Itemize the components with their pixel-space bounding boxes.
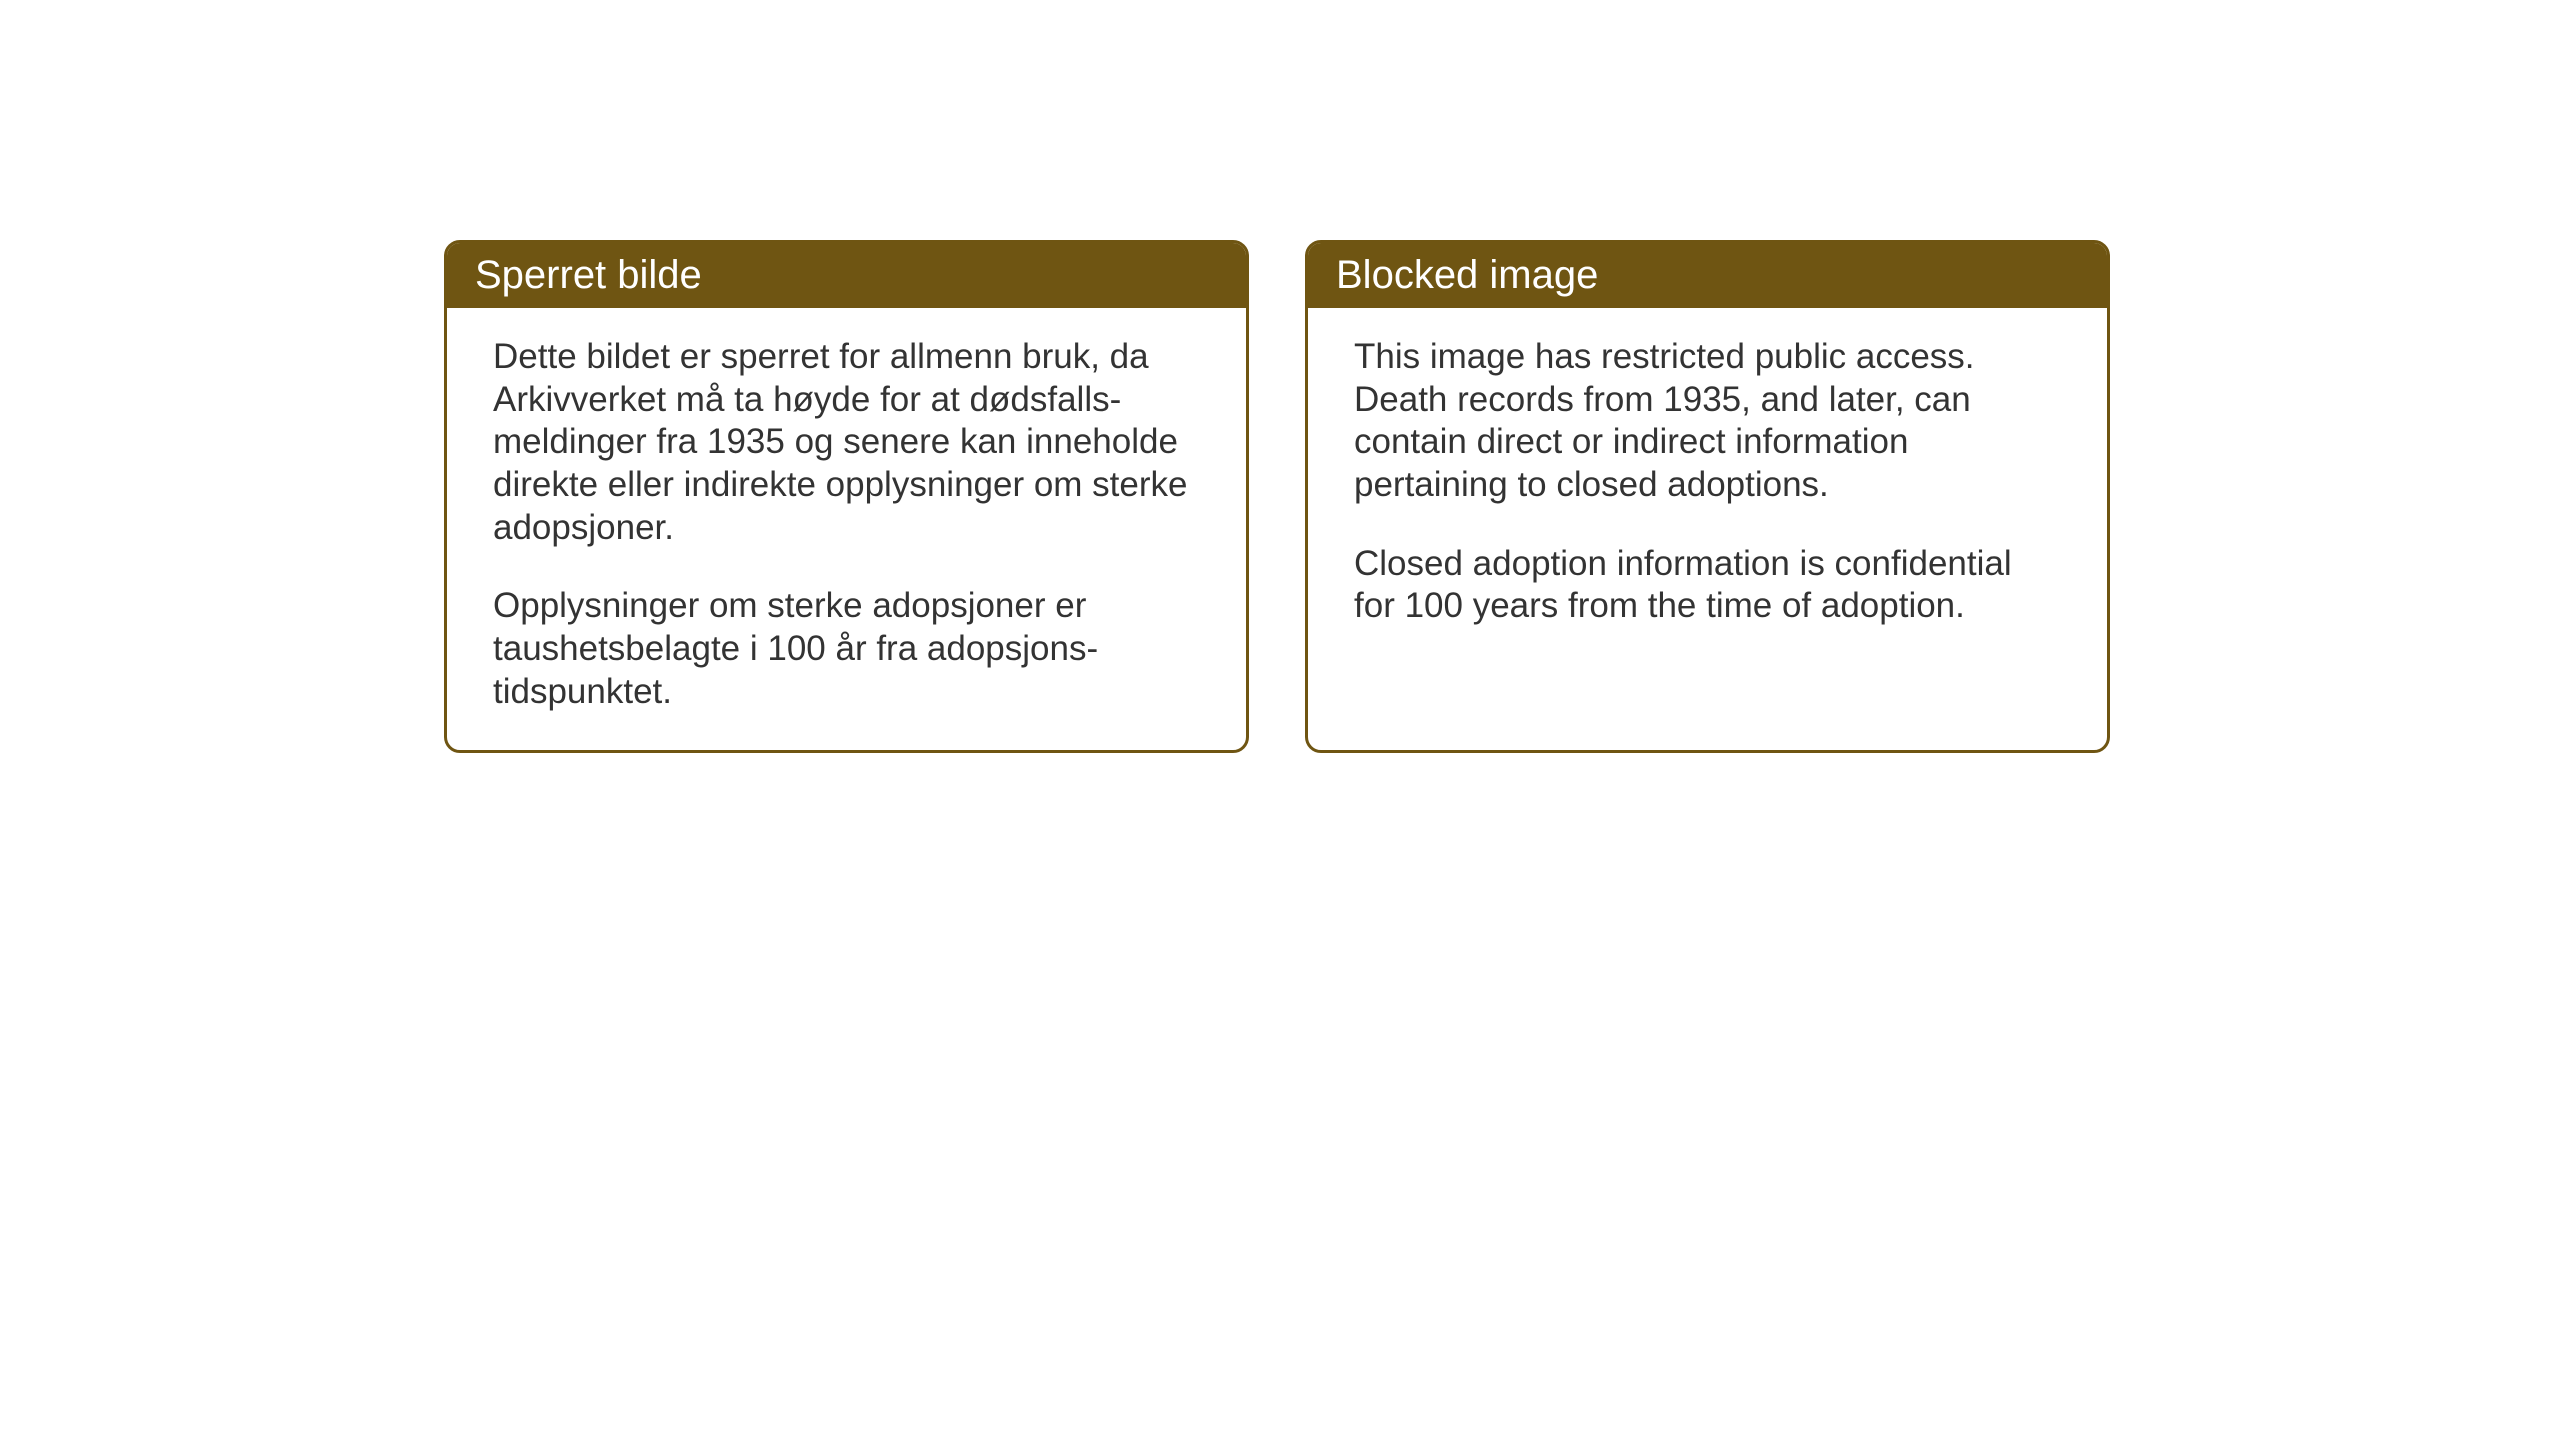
english-paragraph-1: This image has restricted public access.… [1354,336,2061,507]
english-card-body: This image has restricted public access.… [1308,308,2107,728]
norwegian-paragraph-1: Dette bildet er sperret for allmenn bruk… [493,336,1200,549]
notice-cards-container: Sperret bilde Dette bildet er sperret fo… [444,240,2110,753]
english-card-title: Blocked image [1308,243,2107,308]
norwegian-paragraph-2: Opplysninger om sterke adopsjoner er tau… [493,585,1200,713]
norwegian-card-title: Sperret bilde [447,243,1246,308]
norwegian-card-body: Dette bildet er sperret for allmenn bruk… [447,308,1246,750]
english-notice-card: Blocked image This image has restricted … [1305,240,2110,753]
english-paragraph-2: Closed adoption information is confident… [1354,543,2061,628]
norwegian-notice-card: Sperret bilde Dette bildet er sperret fo… [444,240,1249,753]
